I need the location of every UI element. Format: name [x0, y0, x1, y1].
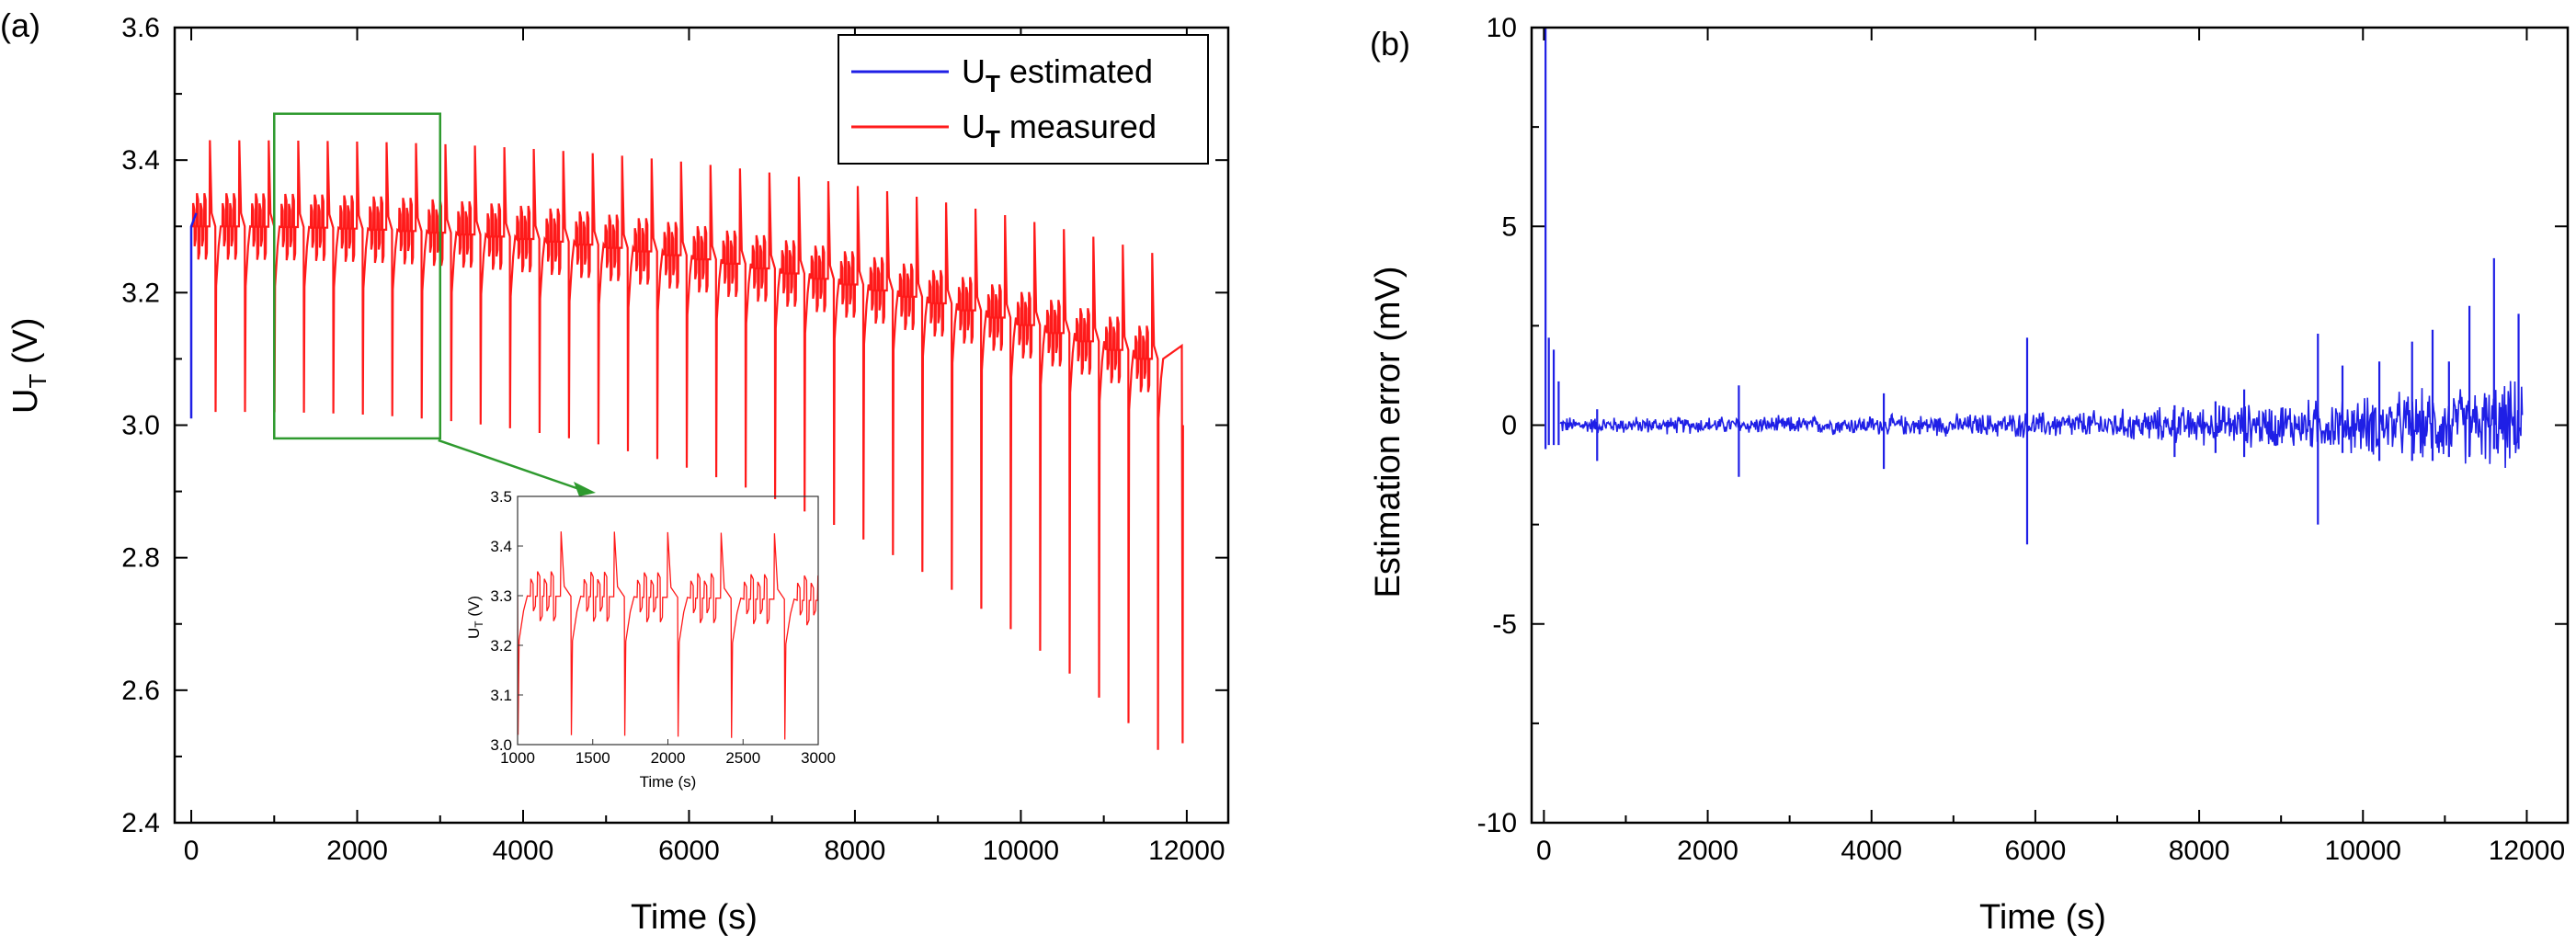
- panel-b-label: (b): [1370, 25, 1410, 63]
- x-tick-label: 0: [184, 836, 199, 866]
- panel-a: (a) UT (V) Time (s) 0 2000 4000 6000 8000 100…: [0, 6, 1230, 937]
- inset-y-tick-label: 3.5: [490, 488, 512, 506]
- x-tick-label: 2000: [326, 836, 388, 866]
- y-tick-label: 0: [1501, 411, 1517, 441]
- inset-y-tick-label: 3.4: [490, 538, 512, 555]
- inset-ylabel: UT (V): [465, 596, 485, 639]
- legend-label: UT estimated: [962, 52, 1153, 97]
- inset-x-tick-label: 1000: [500, 749, 535, 767]
- inset-y-tick-label: 3.1: [490, 687, 512, 704]
- error-noise-line: [1559, 381, 2524, 469]
- y-tick-label: -10: [1477, 808, 1517, 838]
- y-tick-label: 2.4: [121, 808, 160, 838]
- inset-y-tick-label: 3.3: [490, 587, 512, 605]
- panel-b: (b) Estimation error (mV) Time (s) 0 2000…: [1369, 13, 2570, 937]
- inset-x-tick-label: 2000: [651, 749, 686, 767]
- zoom-arrow-head: [574, 482, 596, 496]
- y-tick-label: 3.2: [121, 278, 160, 308]
- inset-x-tick-label: 2500: [725, 749, 760, 767]
- panel-a-xlabel: Time (s): [631, 898, 758, 937]
- y-tick-label: 2.8: [121, 543, 160, 574]
- inset-x-tick-label: 3000: [801, 749, 836, 767]
- y-tick-label: 3.4: [121, 145, 160, 176]
- y-tick-label: 3.0: [121, 411, 160, 441]
- inset-x-tick-label: 1500: [576, 749, 610, 767]
- x-tick-label: 8000: [2169, 836, 2230, 866]
- x-tick-label: 12000: [2489, 836, 2565, 866]
- x-tick-label: 4000: [493, 836, 554, 866]
- measured-series-line: [191, 140, 1184, 750]
- x-tick-label: 10000: [983, 836, 1059, 866]
- inset-y-tick-label: 3.2: [490, 637, 512, 655]
- y-tick-label: -5: [1492, 609, 1517, 640]
- zoom-arrow: [438, 438, 580, 491]
- x-tick-label: 12000: [1148, 836, 1225, 866]
- x-tick-label: 10000: [2325, 836, 2401, 866]
- x-tick-label: 0: [1536, 836, 1552, 866]
- inset-y-tick-label: 3.0: [490, 736, 512, 754]
- panel-a-ylabel: UT (V): [6, 317, 51, 414]
- x-tick-label: 2000: [1677, 836, 1738, 866]
- legend-box: [838, 34, 1209, 165]
- x-tick-label: 8000: [825, 836, 886, 866]
- y-tick-label: 3.6: [121, 13, 160, 43]
- x-tick-label: 4000: [1841, 836, 1902, 866]
- y-tick-label: 2.6: [121, 676, 160, 706]
- estimated-series-line: [189, 212, 198, 419]
- inset-measured-line: [518, 531, 818, 740]
- zoom-box: [273, 112, 442, 440]
- x-tick-label: 6000: [2005, 836, 2067, 866]
- legend-label: UT measured: [962, 108, 1157, 153]
- panel-b-xlabel: Time (s): [1979, 898, 2106, 937]
- panel-a-label: (a): [0, 6, 40, 44]
- y-tick-label: 10: [1487, 13, 1517, 43]
- panel-b-ylabel: Estimation error (mV): [1369, 266, 1408, 598]
- x-tick-label: 6000: [658, 836, 720, 866]
- inset-xlabel: Time (s): [640, 773, 697, 791]
- y-tick-label: 5: [1501, 211, 1517, 242]
